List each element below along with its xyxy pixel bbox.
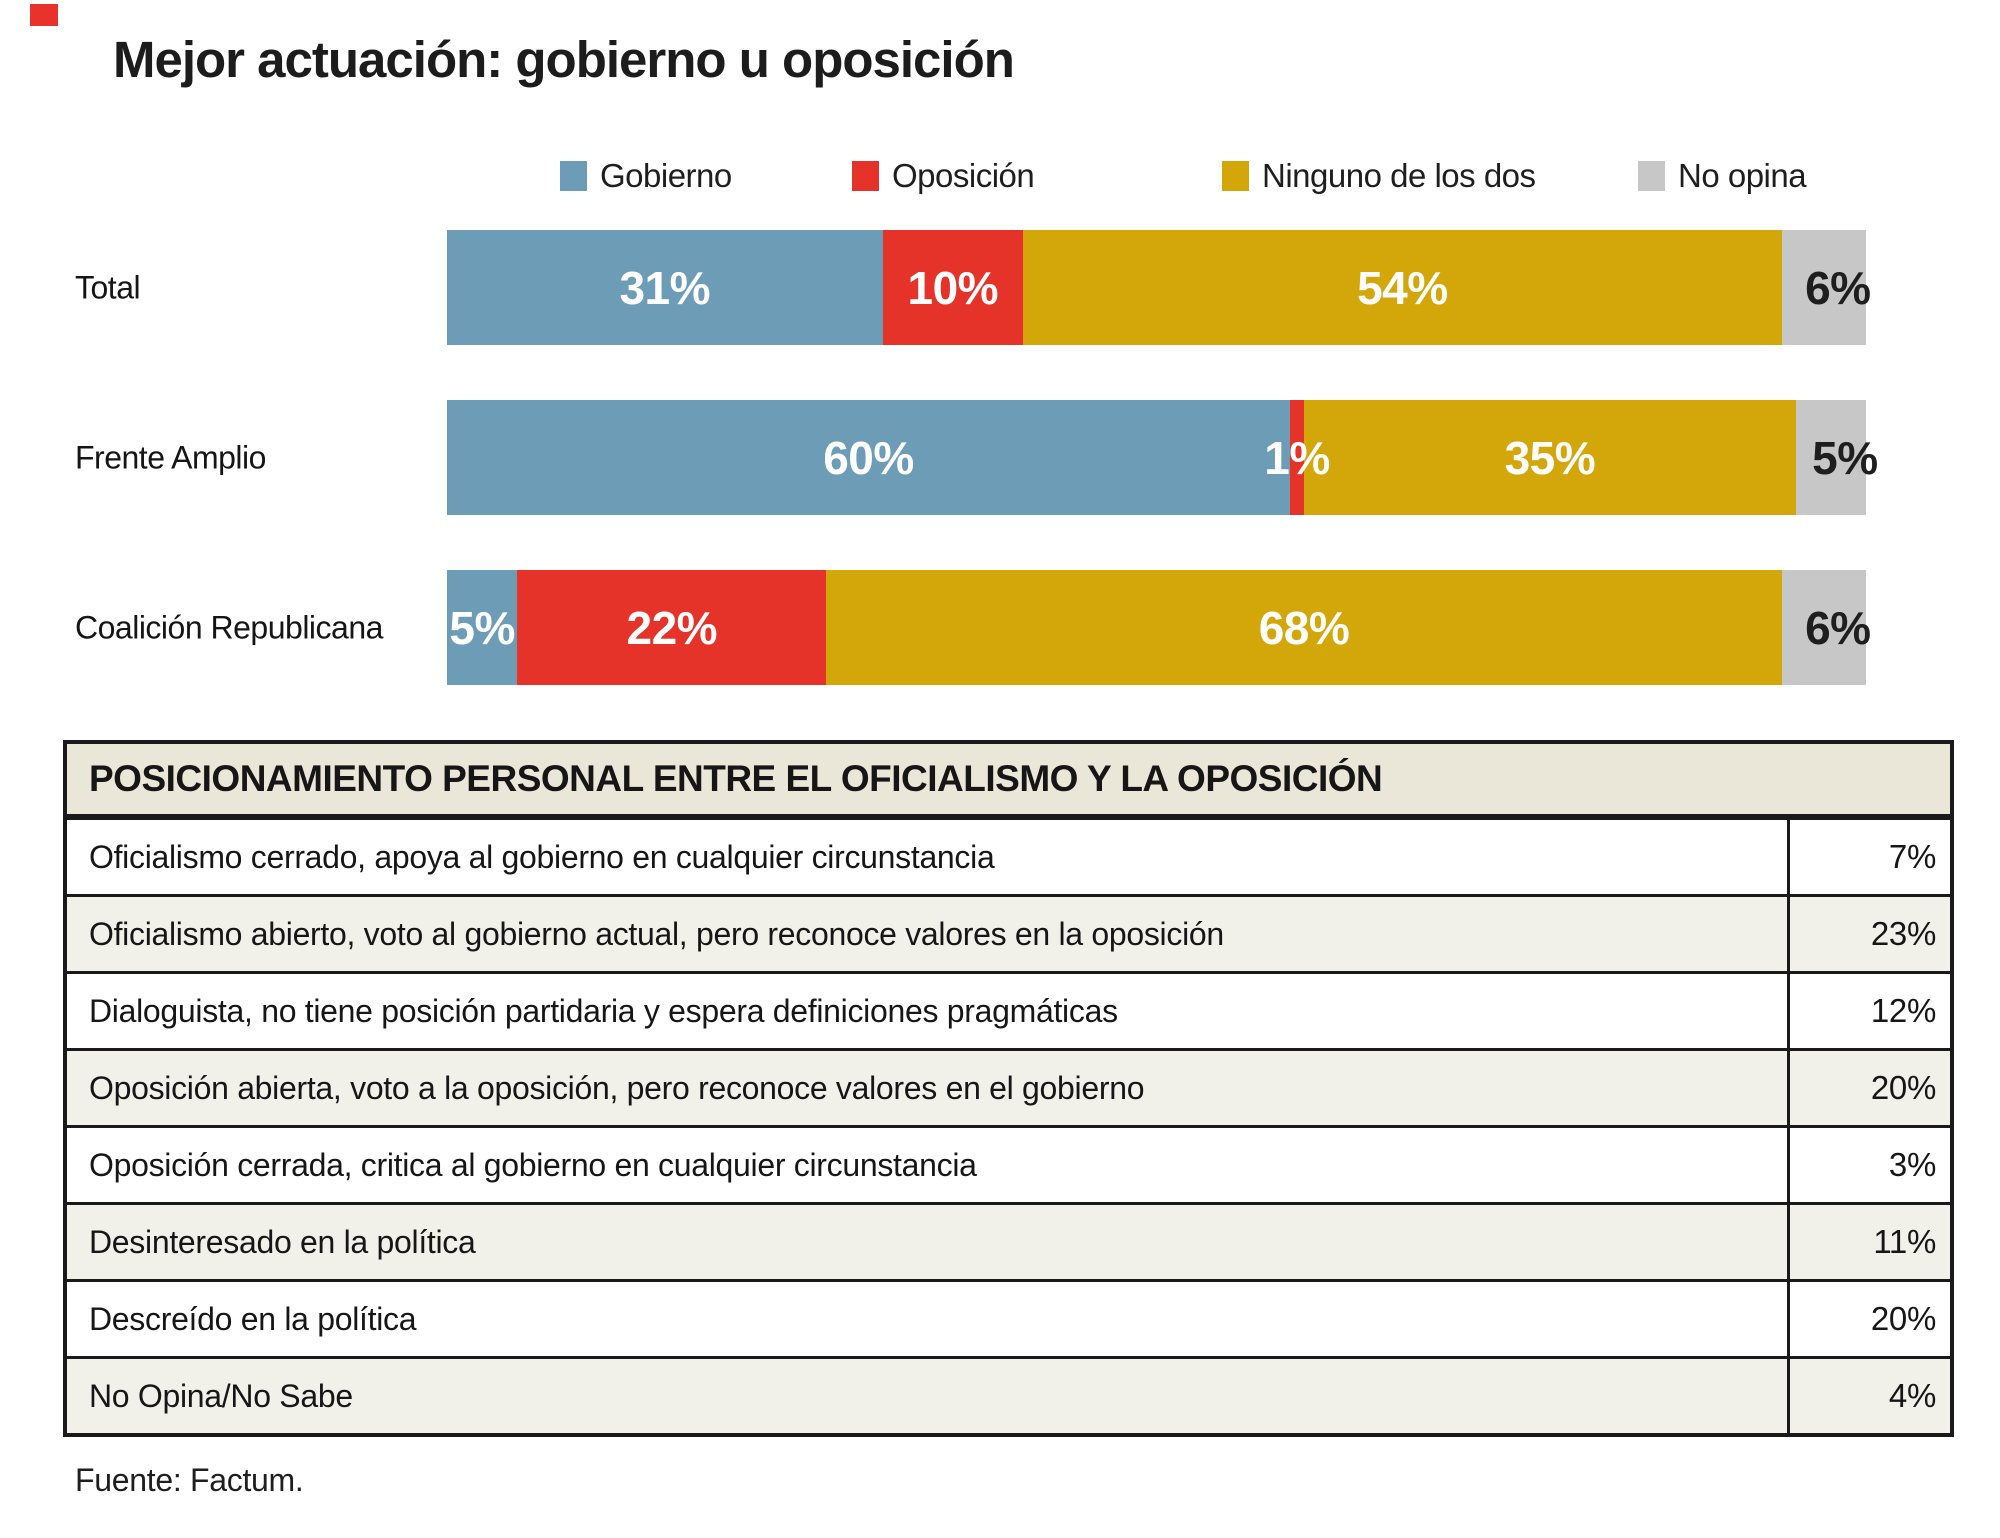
bar-segment: 68% [826,570,1782,685]
legend-item: Gobierno [560,157,732,194]
table-row-label: Oficialismo cerrado, apoya al gobierno e… [63,815,1790,897]
source-note: Fuente: Factum. [75,1462,304,1498]
bar-row: Total 31% 10% 54% 6% [0,230,2000,345]
legend-swatch-icon [1638,161,1665,191]
table-row-label: Oposición abierta, voto a la oposición, … [63,1048,1790,1128]
bar-track: 5% 22% 68% 6% [447,570,1871,685]
legend-label: Gobierno [600,157,732,194]
bar-segment: 35% [1304,400,1796,515]
table-row-value: 4% [1786,1356,1954,1437]
table-row-value: 20% [1786,1048,1954,1128]
bar-segment: 22% [517,570,827,685]
bar-segment-value: 35% [1504,431,1596,484]
legend-swatch-icon [560,161,587,191]
table-row: Descreído en la política 20% [63,1279,1954,1359]
bar-track: 60% 1% 35% 5% [447,400,1878,515]
bar-segment-value: 1% [1264,431,1330,484]
bar-segment-value: 68% [1258,601,1350,654]
table-row-value: 23% [1786,894,1954,974]
bar-segment: 1% [1264,400,1330,515]
bar-category-label: Coalición Republicana [75,609,383,645]
bar-segment-value: 31% [619,261,711,314]
bar-segment-value: 10% [907,261,999,314]
brand-mark [30,4,58,26]
table-row-label: No Opina/No Sabe [63,1356,1790,1437]
bar-segment: 10% [882,230,1024,345]
legend-label: Oposición [892,157,1035,194]
bar-category-label: Frente Amplio [75,439,266,475]
bar-segment-value: 5% [1812,431,1878,484]
table-row-label: Dialoguista, no tiene posición partidari… [63,971,1790,1051]
bar-segment: 6% [1781,570,1871,685]
bar-segment-value: 22% [626,601,718,654]
table-row-value: 20% [1786,1279,1954,1359]
bar-segment: 5% [447,570,518,685]
legend-item: No opina [1638,157,1807,194]
bar-track: 31% 10% 54% 6% [447,230,1871,345]
table-row-label: Oposición cerrada, critica al gobierno e… [63,1125,1790,1205]
table-row-label: Oficialismo abierto, voto al gobierno ac… [63,894,1790,974]
table-header: POSICIONAMIENTO PERSONAL ENTRE EL OFICIA… [63,740,1954,820]
table-row-value: 12% [1786,971,1954,1051]
bar-segment-value: 5% [449,601,515,654]
bar-segment-value: 60% [823,431,914,484]
table-row: Oposición abierta, voto a la oposición, … [63,1048,1954,1128]
bar-segment-value: 54% [1357,261,1448,314]
legend-swatch-icon [1222,161,1249,191]
bar-category-label: Total [75,269,141,305]
bar-segment: 5% [1795,400,1878,515]
legend-label: Ninguno de los dos [1262,157,1536,194]
bar-segment: 31% [447,230,883,345]
table-row: Oficialismo abierto, voto al gobierno ac… [63,894,1954,974]
legend-swatch-icon [852,161,879,191]
bar-segment: 60% [447,400,1290,515]
table-row: Desinteresado en la política 11% [63,1202,1954,1282]
table-row-value: 3% [1786,1125,1954,1205]
table-header-row: POSICIONAMIENTO PERSONAL ENTRE EL OFICIA… [63,740,1954,820]
table-row: Oficialismo cerrado, apoya al gobierno e… [63,815,1954,897]
positioning-table: POSICIONAMIENTO PERSONAL ENTRE EL OFICIA… [63,740,1955,1437]
bar-segment: 54% [1023,230,1782,345]
table-row: Oposición cerrada, critica al gobierno e… [63,1125,1954,1205]
bar-row: Frente Amplio 60% 1% 35% 5% [0,400,2000,515]
legend-label: No opina [1678,157,1807,194]
table-row: No Opina/No Sabe 4% [63,1356,1954,1437]
bar-segment-value: 6% [1805,261,1871,314]
table-row: Dialoguista, no tiene posición partidari… [63,971,1954,1051]
table-row-label: Desinteresado en la política [63,1202,1790,1282]
table-row-value: 7% [1786,815,1954,897]
page-title: Mejor actuación: gobierno u oposición [113,31,1015,88]
legend-item: Ninguno de los dos [1222,157,1536,194]
legend-item: Oposición [852,157,1035,194]
bar-row: Coalición Republicana 5% 22% 68% 6% [0,570,2000,685]
table-row-label: Descreído en la política [63,1279,1790,1359]
bar-segment: 6% [1781,230,1871,345]
table-row-value: 11% [1786,1202,1954,1282]
bar-segment-value: 6% [1805,601,1871,654]
